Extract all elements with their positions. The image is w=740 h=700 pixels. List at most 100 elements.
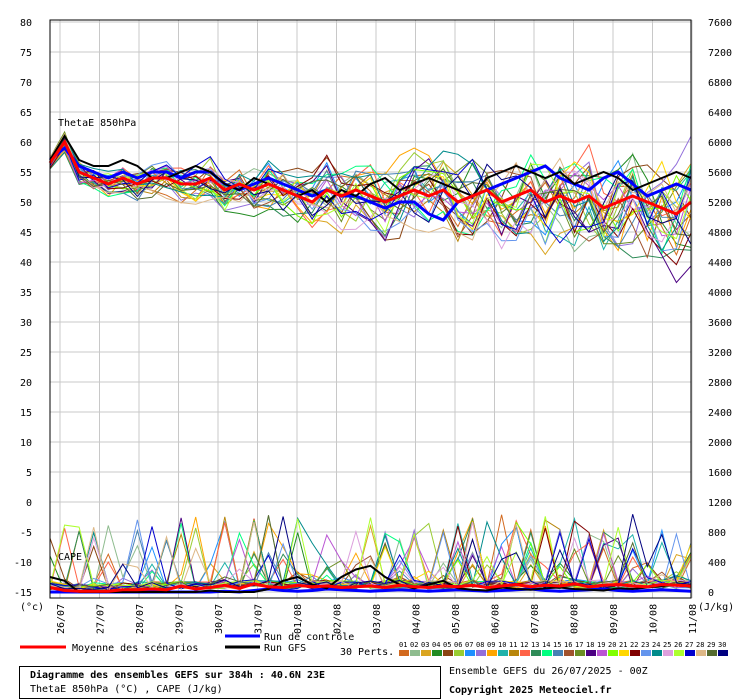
left-tick-label: 0 bbox=[26, 498, 32, 509]
pert-legend-label: 06 bbox=[454, 641, 462, 649]
left-tick-label: 30 bbox=[20, 318, 32, 329]
pert-legend-label: 21 bbox=[619, 641, 627, 649]
legend-control-label: Run de contrôle bbox=[264, 631, 354, 643]
pert-legend-swatch bbox=[399, 650, 409, 656]
x-tick-label: 01/08 bbox=[293, 604, 304, 634]
x-tick-label: 04/08 bbox=[412, 604, 423, 634]
legend-gfs-label: Run GFS bbox=[264, 643, 306, 654]
x-tick-label: 06/08 bbox=[491, 604, 502, 634]
x-tick-label: 05/08 bbox=[451, 604, 462, 634]
pert-legend-label: 25 bbox=[663, 641, 671, 649]
left-tick-label: 35 bbox=[20, 288, 32, 299]
pert-legend-swatch bbox=[608, 650, 618, 656]
right-tick-label: 7200 bbox=[708, 48, 732, 59]
pert-legend-swatch bbox=[553, 650, 563, 656]
info-title: Diagramme des ensembles GEFS sur 384h : … bbox=[30, 670, 326, 681]
left-tick-label: 50 bbox=[20, 198, 32, 209]
x-tick-label: 02/08 bbox=[333, 604, 344, 634]
pert-legend-swatch bbox=[707, 650, 717, 656]
right-tick-label: 3200 bbox=[708, 348, 732, 359]
gfs-cape-line bbox=[49, 564, 692, 593]
pert-legend-label: 19 bbox=[597, 641, 605, 649]
left-tick-label: -10 bbox=[14, 558, 32, 569]
pert-legend-label: 20 bbox=[608, 641, 616, 649]
legend-perts-label: 30 Perts. bbox=[340, 647, 394, 658]
x-tick-label: 26/07 bbox=[56, 604, 67, 634]
pert-legend-swatch bbox=[597, 650, 607, 656]
left-tick-label: 10 bbox=[20, 438, 32, 449]
pert-legend-label: 07 bbox=[465, 641, 473, 649]
pert-legend-swatch bbox=[487, 650, 497, 656]
right-tick-label: 5600 bbox=[708, 168, 732, 179]
pert-thetae-line bbox=[49, 136, 692, 252]
pert-legend-swatch bbox=[564, 650, 574, 656]
pert-legend-label: 27 bbox=[685, 641, 693, 649]
pert-legend-swatch bbox=[696, 650, 706, 656]
x-tick-label: 09/08 bbox=[609, 604, 620, 634]
pert-legend-label: 13 bbox=[531, 641, 539, 649]
right-axis: 7600720068006400600056005200480044004000… bbox=[708, 18, 732, 599]
pert-legend-label: 04 bbox=[432, 641, 440, 649]
left-tick-label: 5 bbox=[26, 468, 32, 479]
pert-legend-swatch bbox=[520, 650, 530, 656]
right-tick-label: 800 bbox=[708, 528, 726, 539]
x-tick-label: 31/07 bbox=[254, 604, 265, 634]
pert-legend-label: 22 bbox=[630, 641, 638, 649]
pert-legend-label: 09 bbox=[487, 641, 495, 649]
run-label: Ensemble GEFS du 26/07/2025 - 00Z bbox=[449, 666, 648, 677]
x-tick-label: 30/07 bbox=[214, 604, 225, 634]
right-tick-label: 2000 bbox=[708, 438, 732, 449]
pert-legend-swatch bbox=[586, 650, 596, 656]
x-tick-label: 27/07 bbox=[96, 604, 107, 634]
pert-legend-swatch bbox=[641, 650, 651, 656]
right-tick-label: 7600 bbox=[708, 18, 732, 29]
right-tick-label: 3600 bbox=[708, 318, 732, 329]
pert-legend-label: 15 bbox=[553, 641, 561, 649]
right-tick-label: 4000 bbox=[708, 288, 732, 299]
right-tick-label: 6400 bbox=[708, 108, 732, 119]
left-tick-label: 60 bbox=[20, 138, 32, 149]
left-tick-label: 45 bbox=[20, 228, 32, 239]
mean-cape-line bbox=[49, 582, 692, 593]
copyright-label: Copyright 2025 Meteociel.fr bbox=[449, 685, 612, 696]
right-tick-label: 4400 bbox=[708, 258, 732, 269]
pert-legend-label: 03 bbox=[421, 641, 429, 649]
pert-legend-swatch bbox=[476, 650, 486, 656]
right-tick-label: 1600 bbox=[708, 468, 732, 479]
pert-legend-swatch bbox=[421, 650, 431, 656]
main-lines bbox=[48, 134, 692, 594]
pert-legend-label: 14 bbox=[542, 641, 550, 649]
right-tick-label: 2400 bbox=[708, 408, 732, 419]
info-subtitle: ThetaE 850hPa (°C) , CAPE (J/kg) bbox=[30, 684, 223, 695]
left-tick-label: 15 bbox=[20, 408, 32, 419]
pert-legend-swatch bbox=[619, 650, 629, 656]
right-unit-label: (J/kg) bbox=[698, 602, 734, 613]
pert-legend-swatch bbox=[443, 650, 453, 656]
pert-legend-label: 24 bbox=[652, 641, 660, 649]
pert-thetae-line bbox=[49, 141, 692, 243]
pert-legend-swatch bbox=[465, 650, 475, 656]
pert-legend-swatch bbox=[652, 650, 662, 656]
left-tick-label: -5 bbox=[20, 528, 32, 539]
thetae-label: ThetaE 850hPa bbox=[58, 118, 136, 129]
left-tick-label: 65 bbox=[20, 108, 32, 119]
x-tick-label: 03/08 bbox=[372, 604, 383, 634]
pert-thetae-line bbox=[49, 136, 692, 252]
left-tick-label: 55 bbox=[20, 168, 32, 179]
pert-legend-swatch bbox=[432, 650, 442, 656]
pert-legend-swatch bbox=[542, 650, 552, 656]
plot-frame bbox=[49, 19, 692, 599]
pert-legend-swatch bbox=[410, 650, 420, 656]
pert-legend-label: 02 bbox=[410, 641, 418, 649]
x-tick-label: 28/07 bbox=[135, 604, 146, 634]
pert-legend-label: 11 bbox=[509, 641, 517, 649]
pert-legend-swatch bbox=[509, 650, 519, 656]
left-tick-label: 75 bbox=[20, 48, 32, 59]
left-tick-label: -15 bbox=[14, 588, 32, 599]
cape-label: CAPE bbox=[58, 552, 82, 563]
mean-thetae-line bbox=[48, 139, 692, 216]
right-tick-label: 2800 bbox=[708, 378, 732, 389]
pert-legend-label: 26 bbox=[674, 641, 682, 649]
x-tick-label: 29/07 bbox=[175, 604, 186, 634]
left-tick-label: 80 bbox=[20, 18, 32, 29]
